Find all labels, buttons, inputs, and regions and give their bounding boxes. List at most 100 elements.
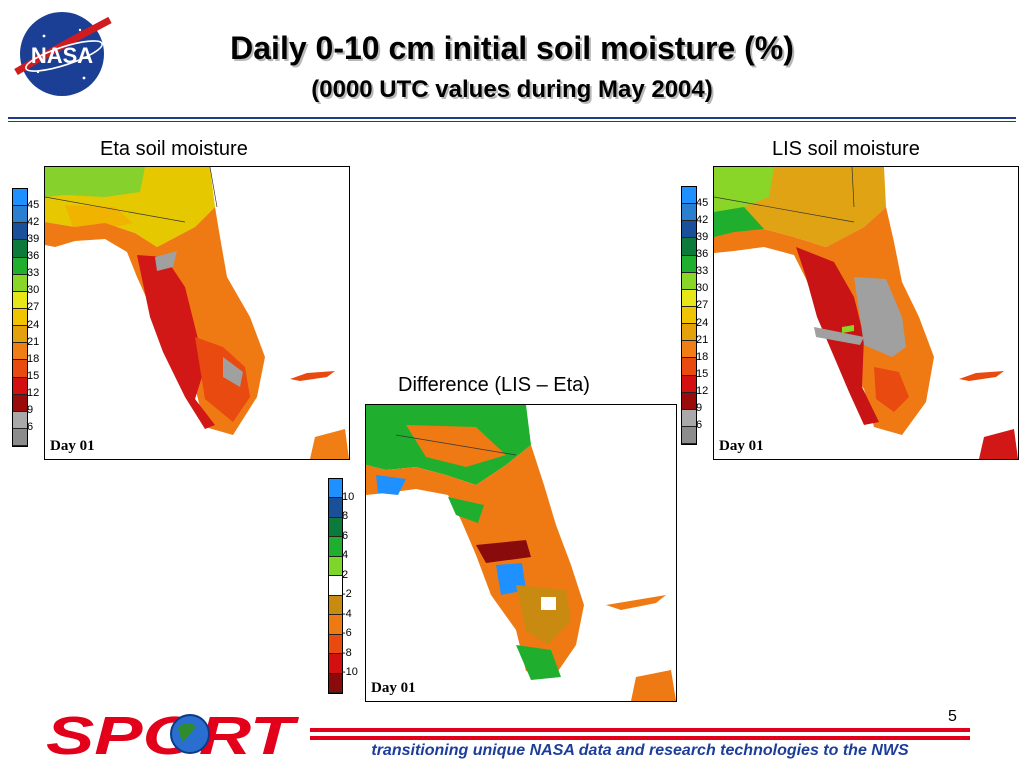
diff-color-scale (328, 478, 343, 694)
diff-scale-tick-label: -2 (342, 588, 352, 601)
lis-soil-moisture-map: Day 01 (713, 166, 1019, 460)
eta-scale-swatch (13, 377, 27, 395)
eta-scale-labels: 45 42 39 36 33 30 27 24 21 18 15 12 9 6 (27, 188, 47, 445)
lis-day-label: Day 01 (719, 438, 764, 454)
sport-logo: SPORT (40, 702, 302, 766)
diff-scale-tick-label: -10 (342, 666, 358, 679)
difference-map: Day 01 (365, 404, 677, 702)
lis-scale-swatch (682, 375, 696, 393)
diff-caption: Difference (LIS – Eta) (398, 374, 590, 396)
lis-scale-swatch (682, 426, 696, 445)
lis-scale-tick-label: 30 (696, 282, 709, 295)
eta-scale-swatch (13, 291, 27, 309)
lis-scale-tick-label: 39 (696, 230, 709, 243)
diff-scale-swatch (329, 556, 342, 577)
eta-scale-tick-label: 33 (27, 267, 40, 280)
lis-scale-swatch (682, 238, 696, 256)
eta-scale-swatch (13, 240, 27, 258)
nasa-logo: NASA (10, 6, 116, 100)
lis-scale-labels: 45 42 39 36 33 30 27 24 21 18 15 12 9 6 (696, 186, 716, 443)
diff-scale-swatch (329, 634, 342, 655)
diff-scale-swatch (329, 615, 342, 635)
lis-scale-tick-label: 21 (696, 333, 709, 346)
lis-scale-swatch (682, 255, 696, 273)
diff-scale-tick-label: -6 (342, 627, 352, 640)
diff-scale-tick-label: 4 (342, 549, 349, 562)
eta-color-scale (12, 188, 28, 447)
lis-scale-tick-label: 42 (696, 213, 709, 226)
lis-scale-tick-label: 15 (696, 367, 709, 380)
lis-scale-swatch (682, 324, 696, 342)
eta-scale-swatch (13, 257, 27, 275)
diff-scale-swatch (329, 517, 342, 538)
eta-scale-swatch (13, 411, 27, 429)
eta-caption: Eta soil moisture (100, 138, 248, 160)
eta-scale-tick-label: 18 (27, 352, 40, 365)
lis-color-scale (681, 186, 697, 445)
lis-scale-tick-label: 12 (696, 385, 709, 398)
eta-scale-swatch (13, 394, 27, 412)
eta-soil-moisture-map: Day 01 (44, 166, 350, 460)
diff-scale-swatch (329, 498, 342, 518)
lis-scale-swatch (682, 358, 696, 376)
eta-scale-swatch (13, 326, 27, 344)
lis-scale-tick-label: 33 (696, 265, 709, 278)
lis-scale-tick-label: 9 (696, 402, 703, 415)
title-divider-thin (8, 121, 1016, 122)
diff-scale-tick-label: 10 (342, 490, 355, 503)
page-subtitle: (0000 UTC values during May 2004) (311, 76, 713, 103)
diff-scale-swatch (329, 654, 342, 674)
eta-scale-swatch (13, 206, 27, 224)
lis-scale-swatch (682, 392, 696, 410)
diff-scale-tick-label: -8 (342, 646, 352, 659)
eta-scale-swatch (13, 308, 27, 327)
footer-tagline: transitioning unique NASA data and resea… (371, 742, 909, 759)
diff-scale-swatch (329, 479, 342, 499)
lis-scale-swatch (682, 289, 696, 307)
diff-scale-swatch (329, 537, 342, 557)
eta-scale-tick-label: 9 (27, 404, 34, 417)
eta-scale-tick-label: 45 (27, 198, 40, 211)
lis-scale-tick-label: 36 (696, 248, 709, 261)
svg-text:NASA: NASA (31, 43, 93, 68)
eta-scale-tick-label: 27 (27, 301, 40, 314)
diff-scale-tick-label: -4 (342, 607, 352, 620)
diff-scale-swatch (329, 673, 342, 693)
eta-scale-swatch (13, 343, 27, 361)
lis-scale-tick-label: 24 (696, 316, 709, 329)
diff-scale-labels: 10 8 6 4 2 -2 -4 -6 -8 -10 (342, 478, 364, 692)
eta-scale-tick-label: 30 (27, 284, 40, 297)
eta-scale-swatch (13, 189, 27, 207)
title-divider (8, 117, 1016, 119)
eta-scale-tick-label: 24 (27, 318, 40, 331)
page-number: 5 (948, 708, 957, 725)
lis-scale-swatch (682, 187, 696, 205)
diff-day-label: Day 01 (371, 680, 416, 696)
lis-scale-swatch (682, 306, 696, 325)
eta-scale-tick-label: 39 (27, 232, 40, 245)
eta-scale-swatch (13, 428, 27, 447)
footer-rule-2 (310, 736, 970, 740)
lis-scale-swatch (682, 221, 696, 239)
eta-scale-tick-label: 6 (27, 421, 34, 434)
eta-scale-tick-label: 42 (27, 215, 40, 228)
lis-scale-swatch (682, 204, 696, 222)
eta-scale-swatch (13, 274, 27, 292)
diff-scale-tick-label: 6 (342, 529, 349, 542)
eta-day-label: Day 01 (50, 438, 95, 454)
lis-scale-tick-label: 6 (696, 419, 703, 432)
diff-scale-swatch (329, 595, 342, 616)
lis-scale-swatch (682, 409, 696, 427)
eta-scale-tick-label: 15 (27, 369, 40, 382)
diff-scale-swatch (329, 576, 342, 596)
diff-scale-tick-label: 2 (342, 568, 349, 581)
eta-scale-tick-label: 21 (27, 335, 40, 348)
lis-scale-tick-label: 27 (696, 299, 709, 312)
footer-rule-1 (310, 728, 970, 732)
eta-scale-tick-label: 12 (27, 387, 40, 400)
eta-scale-tick-label: 36 (27, 250, 40, 263)
lis-scale-swatch (682, 272, 696, 290)
page-title: Daily 0-10 cm initial soil moisture (%) (230, 30, 794, 66)
eta-scale-swatch (13, 223, 27, 241)
lis-scale-swatch (682, 341, 696, 359)
